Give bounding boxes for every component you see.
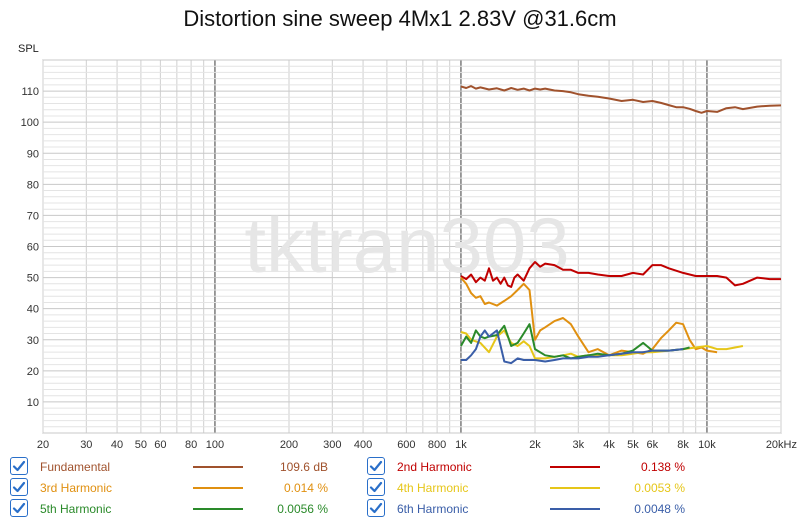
- x-tick-label: 5k: [627, 439, 639, 451]
- legend-value: 0.0048 %: [634, 502, 685, 516]
- series-line-5th-harmonic: [460, 323, 690, 360]
- legend-line-swatch: [193, 487, 243, 489]
- x-tick-label: 80: [185, 439, 197, 451]
- x-tick-label: 100: [206, 439, 224, 451]
- legend-label: 3rd Harmonic: [40, 481, 113, 495]
- x-tick-label: 20kHz: [766, 439, 797, 451]
- chart-grid: [42, 59, 782, 434]
- legend-line-swatch: [550, 487, 600, 489]
- series-line-2nd-harmonic: [460, 261, 781, 288]
- x-tick-label: 200: [280, 439, 298, 451]
- legend-value: 0.014 %: [283, 481, 328, 495]
- legend-line-swatch: [550, 466, 600, 468]
- x-tick-label: 20: [37, 439, 49, 451]
- legend-label: Fundamental: [40, 460, 111, 474]
- legend-item: 6th Harmonic 0.0048 %: [367, 499, 707, 519]
- y-tick-label: 60: [27, 242, 39, 254]
- legend-value: 109.6 dB: [279, 460, 328, 474]
- legend-label: 6th Harmonic: [397, 502, 469, 516]
- series-line-fundamental: [460, 85, 782, 114]
- x-tick-label: 400: [354, 439, 372, 451]
- legend-label: 5th Harmonic: [40, 502, 112, 516]
- x-tick-label: 8k: [677, 439, 689, 451]
- checkmark-icon: [12, 502, 26, 514]
- y-tick-label: 110: [21, 86, 39, 98]
- legend-item: 4th Harmonic 0.0053 %: [367, 478, 707, 498]
- checkmark-icon: [369, 481, 383, 493]
- x-tick-label: 800: [428, 439, 446, 451]
- y-tick-label: 10: [27, 397, 39, 409]
- x-tick-label: 10k: [698, 439, 716, 451]
- y-tick-label: 100: [21, 117, 39, 129]
- x-tick-label: 3k: [573, 439, 585, 451]
- legend-item: 5th Harmonic 0.0056 %: [10, 499, 350, 519]
- legend-value: 0.0056 %: [277, 502, 328, 516]
- series-line-3rd-harmonic: [460, 276, 718, 357]
- legend-label: 2nd Harmonic: [397, 460, 472, 474]
- legend-value: 0.138 %: [640, 460, 685, 474]
- y-tick-label: 90: [27, 148, 39, 160]
- x-tick-label: 40: [111, 439, 123, 451]
- y-tick-label: 80: [27, 179, 39, 191]
- checkmark-icon: [12, 460, 26, 472]
- legend-item: 2nd Harmonic 0.138 %: [367, 457, 707, 477]
- legend-line-swatch: [550, 508, 600, 510]
- watermark: tktran303: [244, 201, 569, 289]
- legend-checkbox[interactable]: [367, 499, 385, 517]
- legend-line-swatch: [193, 508, 243, 510]
- x-tick-label: 4k: [603, 439, 615, 451]
- x-tick-label: 600: [397, 439, 415, 451]
- legend-item: Fundamental 109.6 dB: [10, 457, 350, 477]
- y-tick-label: 70: [27, 210, 39, 222]
- legend-checkbox[interactable]: [10, 457, 28, 475]
- checkmark-icon: [369, 502, 383, 514]
- legend-checkbox[interactable]: [367, 457, 385, 475]
- x-tick-label: 60: [154, 439, 166, 451]
- y-axis-label: SPL: [18, 43, 39, 55]
- x-tick-label: 300: [323, 439, 341, 451]
- legend-item: 3rd Harmonic 0.014 %: [10, 478, 350, 498]
- y-tick-label: 50: [27, 273, 39, 285]
- legend-label: 4th Harmonic: [397, 481, 469, 495]
- legend-checkbox[interactable]: [10, 478, 28, 496]
- chart-axes: 10 20 30 40 50 60 70 80 90 100 110 20 30 40 50 60 80 100 2…: [21, 86, 797, 451]
- legend-line-swatch: [193, 466, 243, 468]
- series-line-6th-harmonic: [460, 329, 684, 365]
- checkmark-icon: [12, 481, 26, 493]
- chart-title: Distortion sine sweep 4Mx1 2.83V @31.6cm: [183, 6, 617, 31]
- x-tick-label: 30: [80, 439, 92, 451]
- chart-series: [460, 85, 782, 365]
- y-tick-label: 30: [27, 335, 39, 347]
- y-tick-label: 40: [27, 304, 39, 316]
- x-tick-label: 6k: [647, 439, 659, 451]
- legend-checkbox[interactable]: [10, 499, 28, 517]
- x-tick-label: 2k: [529, 439, 541, 451]
- y-tick-label: 20: [27, 366, 39, 378]
- x-tick-label: 1k: [455, 439, 467, 451]
- distortion-chart: tktran303 10 20 30 40 50 60 70 80 90 100 110 20 30 40…: [18, 43, 797, 451]
- legend-value: 0.0053 %: [634, 481, 685, 495]
- checkmark-icon: [369, 460, 383, 472]
- x-tick-label: 50: [135, 439, 147, 451]
- legend: Fundamental 109.6 dB 2nd Harmonic 0.138 % 3r…: [0, 455, 800, 525]
- legend-checkbox[interactable]: [367, 478, 385, 496]
